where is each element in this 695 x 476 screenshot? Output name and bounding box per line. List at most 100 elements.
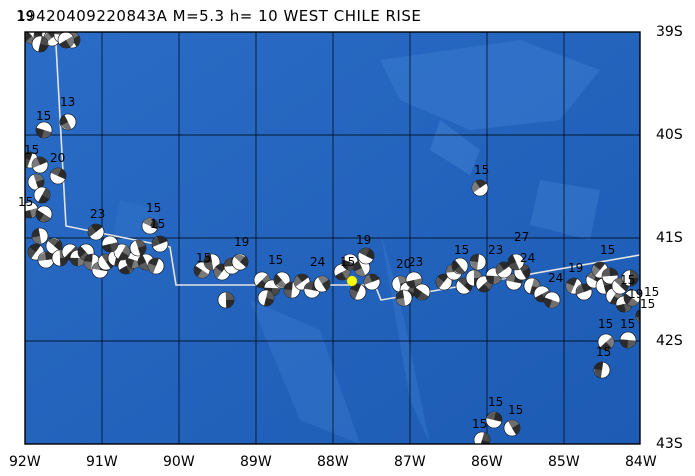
- magnitude-label: 15: [596, 345, 611, 359]
- focal-mechanism-beachball: [591, 261, 609, 279]
- focal-mechanism-beachball: [469, 253, 487, 271]
- seafloor-feature: [250, 300, 360, 444]
- y-tick-label: 43S: [656, 436, 683, 452]
- focal-mechanism-beachball: [485, 411, 503, 429]
- x-tick-label: 89W: [240, 454, 272, 470]
- y-tick-label: 39S: [656, 24, 683, 40]
- seafloor-feature: [430, 120, 480, 175]
- focal-mechanism-beachball: [35, 121, 53, 139]
- current-event-marker: [346, 275, 358, 287]
- magnitude-label: 20: [396, 257, 411, 271]
- magnitude-label: 15: [196, 251, 211, 265]
- magnitude-label: 23: [90, 207, 105, 221]
- focal-mechanism-beachball: [313, 275, 331, 293]
- focal-mechanism-beachball: [33, 186, 51, 204]
- focal-mechanism-beachball: [349, 283, 367, 301]
- x-tick-label: 86W: [471, 454, 503, 470]
- y-tick-label: 42S: [656, 333, 683, 349]
- focal-mechanism-beachball: [405, 271, 423, 289]
- map-title: 19420409220843A M=5.3 h= 10 WEST CHILE R…: [16, 7, 422, 25]
- seafloor-feature: [530, 180, 600, 240]
- magnitude-label: 15: [36, 109, 51, 123]
- magnitude-label: 15: [644, 285, 659, 299]
- focal-mechanism-beachball: [129, 239, 147, 257]
- x-tick-label: 91W: [86, 454, 118, 470]
- focal-mechanism-beachball: [635, 308, 640, 324]
- map-frame: [24, 31, 641, 445]
- x-tick-label: 84W: [625, 454, 657, 470]
- y-tick-label: 40S: [656, 127, 683, 143]
- focal-mechanism-beachball: [87, 223, 105, 241]
- focal-mechanism-beachball: [31, 156, 49, 174]
- magnitude-label: 15: [474, 163, 489, 177]
- focal-mechanism-beachball: [507, 253, 525, 271]
- magnitude-label: 15: [600, 243, 615, 257]
- focal-mechanism-beachball: [357, 247, 375, 265]
- focal-mechanism-beachball: [59, 113, 77, 131]
- x-tick-label: 88W: [317, 454, 349, 470]
- focal-mechanism-beachball: [363, 273, 381, 291]
- focal-mechanism-beachball: [495, 261, 513, 279]
- focal-mechanism-beachball: [473, 431, 491, 444]
- focal-mechanism-beachball: [31, 35, 49, 53]
- magnitude-label: 19: [234, 235, 249, 249]
- magnitude-label: 19: [18, 9, 33, 23]
- magnitude-label: 19: [568, 261, 583, 275]
- focal-mechanism-beachball: [257, 289, 275, 307]
- x-tick-label: 92W: [9, 454, 41, 470]
- focal-mechanism-beachball: [413, 283, 431, 301]
- magnitude-label: 15: [620, 317, 635, 331]
- focal-mechanism-beachball: [451, 257, 469, 275]
- focal-mechanism-beachball: [147, 257, 165, 275]
- magnitude-label: 23: [408, 255, 423, 269]
- magnitude-label: 15: [454, 243, 469, 257]
- focal-mechanism-beachball: [31, 227, 49, 245]
- focal-mechanism-beachball: [621, 269, 639, 287]
- focal-mechanism-beachball: [217, 291, 235, 309]
- focal-mechanism-beachball: [543, 291, 561, 309]
- focal-mechanism-beachball: [35, 205, 53, 223]
- magnitude-label: 27: [514, 230, 529, 244]
- magnitude-label: 15: [508, 403, 523, 417]
- focal-mechanisms: [25, 32, 640, 444]
- focal-mechanism-beachball: [471, 179, 489, 197]
- magnitude-label: 15: [598, 317, 613, 331]
- magnitude-label: 15: [488, 395, 503, 409]
- x-tick-label: 87W: [394, 454, 426, 470]
- focal-mechanism-beachball: [273, 271, 291, 289]
- focal-mechanism-beachball: [593, 361, 611, 379]
- x-tick-label: 90W: [163, 454, 195, 470]
- focal-mechanism-beachball: [37, 251, 55, 269]
- focal-mechanism-beachball: [113, 243, 131, 261]
- focal-mechanism-beachball: [231, 253, 249, 271]
- focal-mechanism-beachball: [623, 289, 640, 307]
- focal-mechanism-beachball: [639, 333, 640, 339]
- focal-mechanism-beachball: [49, 167, 67, 185]
- focal-mechanism-beachball: [203, 253, 221, 271]
- magnitude-label: 24: [310, 255, 325, 269]
- magnitude-label: 15: [620, 273, 635, 287]
- focal-mechanism-beachball: [395, 289, 413, 307]
- magnitude-label: 15: [268, 253, 283, 267]
- magnitude-label: 15: [24, 143, 39, 157]
- magnitude-label: 15: [150, 217, 165, 231]
- magnitude-label: 15: [340, 255, 355, 269]
- magnitude-label: 24: [520, 251, 535, 265]
- focal-mechanism-beachball: [597, 333, 615, 351]
- grid-lines: [25, 32, 640, 444]
- focal-mechanism-beachball: [565, 277, 583, 295]
- focal-mechanism-beachball: [151, 235, 169, 253]
- focal-mechanism-beachball: [619, 331, 637, 349]
- focal-mechanism-beachball: [57, 32, 75, 49]
- magnitude-label: 15: [146, 201, 161, 215]
- y-tick-label: 41S: [656, 230, 683, 246]
- magnitude-label: 24: [548, 271, 563, 285]
- focal-mechanism-beachball: [601, 267, 619, 285]
- magnitude-label: 13: [60, 95, 75, 109]
- seafloor-feature: [380, 40, 600, 130]
- focal-mechanism-beachball: [101, 235, 119, 253]
- x-tick-label: 85W: [548, 454, 580, 470]
- magnitude-label: 15: [640, 297, 655, 311]
